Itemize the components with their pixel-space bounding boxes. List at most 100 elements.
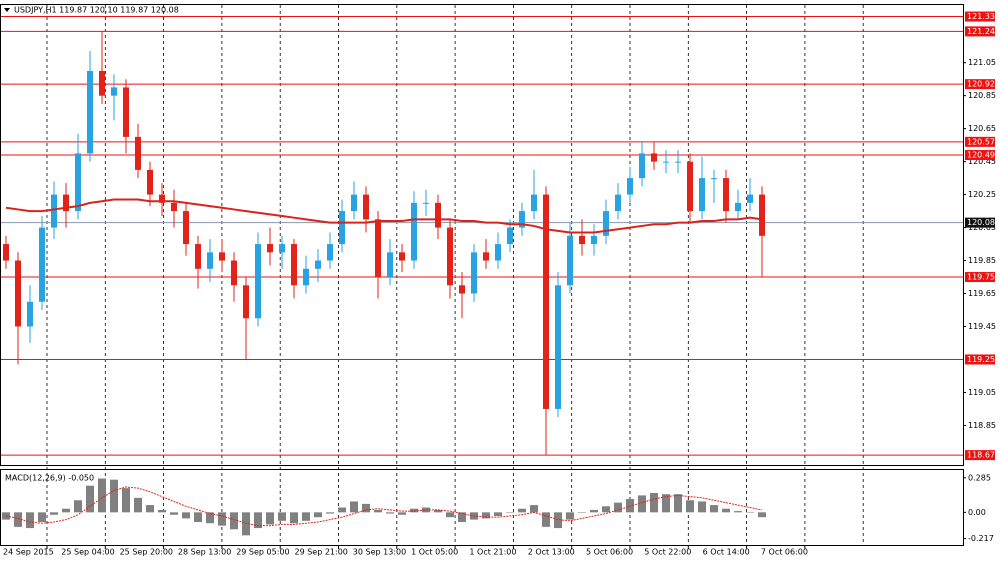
macd-bar — [50, 512, 58, 515]
candle-body — [603, 211, 609, 236]
symbol-header: USDJPY,H1 119.87 120.10 119.87 120.08 — [14, 6, 179, 15]
macd-bar — [494, 512, 502, 516]
y-tick-label: 119.85 — [968, 256, 996, 265]
macd-bar — [158, 509, 166, 513]
candle-body — [723, 178, 729, 212]
y-tick-label: -0.217 — [968, 534, 994, 543]
x-tick-label: 5 Oct 06:00 — [586, 548, 633, 557]
macd-bar — [530, 505, 538, 513]
candle-body — [75, 153, 81, 212]
macd-bar — [614, 502, 622, 513]
macd-label: MACD(12,26,9) -0.050 — [5, 474, 94, 483]
macd-bar — [206, 512, 214, 524]
macd-bar — [566, 512, 574, 520]
candle-body — [171, 202, 177, 212]
macd-bar — [350, 501, 358, 513]
candle-body — [387, 252, 393, 278]
macd-bar — [638, 495, 646, 513]
y-tick-label: 120.85 — [968, 91, 996, 100]
candle-body — [303, 268, 309, 286]
menu-arrow[interactable] — [4, 8, 10, 12]
candle-body — [363, 194, 369, 220]
macd-bar — [758, 512, 766, 518]
macd-bar — [698, 501, 706, 513]
candle-body — [339, 211, 345, 245]
macd-bar — [434, 509, 442, 513]
macd-bar — [86, 485, 94, 513]
candle-body — [411, 202, 417, 261]
candle-body — [483, 252, 489, 261]
candle-body — [99, 70, 105, 96]
y-tick-label: 0.00 — [968, 508, 986, 517]
candle-body — [111, 87, 117, 96]
macd-bar — [254, 512, 262, 529]
candle-body — [123, 87, 129, 137]
candle-body — [63, 194, 69, 212]
macd-panel — [0, 469, 964, 546]
candle-body — [147, 169, 153, 195]
macd-bar — [134, 497, 142, 513]
macd-bar — [14, 512, 22, 527]
macd-bar — [98, 478, 106, 513]
level-tag — [965, 354, 995, 365]
x-tick-label: 6 Oct 14:00 — [703, 548, 750, 557]
level-label: 120.57 — [967, 137, 995, 146]
x-tick-label: 5 Oct 22:00 — [644, 548, 691, 557]
candle-body — [399, 252, 405, 261]
macd-bar — [242, 512, 250, 536]
candle-body — [279, 244, 285, 253]
candle-body — [579, 235, 585, 245]
x-tick-label: 30 Sep 13:00 — [353, 548, 406, 557]
candle-body — [687, 161, 693, 212]
candle-body — [447, 227, 453, 286]
current-price-tag — [965, 217, 995, 228]
candle-body — [3, 244, 9, 261]
macd-bar — [506, 512, 514, 513]
macd-bar — [266, 512, 274, 525]
candle-body — [315, 260, 321, 269]
macd-bar — [290, 512, 298, 524]
candle-body — [615, 194, 621, 212]
macd-bar — [554, 512, 562, 529]
candle-body — [531, 194, 537, 212]
macd-bar — [542, 512, 550, 527]
x-tick-label: 1 Oct 05:00 — [411, 548, 458, 557]
candle-body — [555, 285, 561, 409]
level-tag — [965, 136, 995, 147]
candle-body — [267, 244, 273, 253]
macd-bar — [74, 500, 82, 513]
level-label: 120.49 — [967, 151, 995, 160]
candle-body — [639, 153, 645, 179]
candle-body — [231, 260, 237, 286]
macd-bar — [302, 512, 310, 521]
y-tick-label: 119.05 — [968, 388, 996, 397]
candle-body — [51, 194, 57, 228]
candle-body — [195, 244, 201, 269]
candle-body — [159, 194, 165, 203]
y-tick-label: 119.65 — [968, 289, 996, 298]
candle-body — [747, 194, 753, 203]
candle-body — [435, 202, 441, 228]
level-tag — [965, 11, 995, 22]
macd-bar — [446, 512, 454, 518]
candle-body — [255, 244, 261, 319]
candle-body — [519, 211, 525, 228]
y-tick-label: 120.45 — [968, 157, 996, 166]
macd-bar — [686, 500, 694, 513]
candle-body — [543, 194, 549, 409]
x-tick-label: 25 Sep 20:00 — [120, 548, 173, 557]
macd-bar — [62, 508, 70, 513]
candle-body — [135, 136, 141, 170]
x-tick-label: 1 Oct 21:00 — [469, 548, 516, 557]
macd-bar — [626, 499, 634, 513]
macd-bar — [146, 505, 154, 513]
current-price-label: 120.08 — [967, 218, 995, 227]
level-tag — [965, 150, 995, 161]
level-tag — [965, 26, 995, 37]
macd-bar — [482, 512, 490, 519]
y-tick-label: 120.25 — [968, 190, 996, 199]
moving-average — [5, 198, 763, 234]
macd-bar — [338, 507, 346, 513]
x-tick-label: 28 Sep 13:00 — [178, 548, 231, 557]
macd-bar — [122, 488, 130, 513]
